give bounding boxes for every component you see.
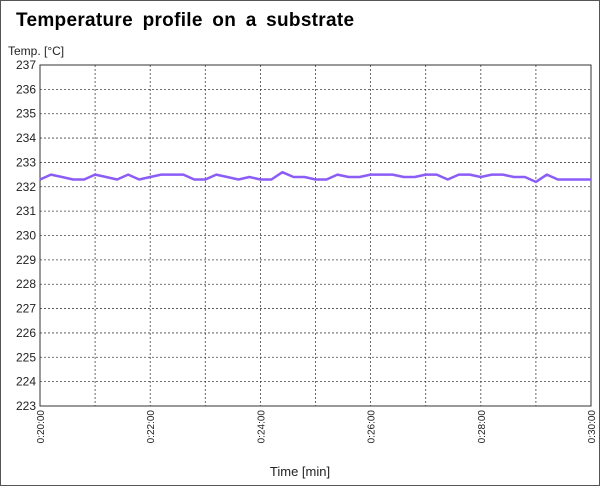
y-axis-label: Temp. [°C] bbox=[8, 44, 65, 58]
y-tick-label: 236 bbox=[16, 82, 36, 96]
y-tick-label: 233 bbox=[16, 155, 36, 169]
x-tick-label: 0:26:00 bbox=[367, 410, 378, 444]
x-tick-label: 0:22:00 bbox=[146, 410, 157, 444]
y-tick-label: 225 bbox=[16, 350, 36, 364]
y-tick-label: 230 bbox=[16, 229, 36, 243]
y-tick-label: 232 bbox=[16, 180, 36, 194]
temperature-series-line bbox=[39, 170, 591, 184]
x-tick-label: 0:28:00 bbox=[477, 410, 488, 444]
x-axis-label: Time [min] bbox=[269, 464, 331, 479]
y-tick-label: 237 bbox=[16, 58, 36, 72]
chart-title: Temperature profile on a substrate bbox=[16, 10, 355, 31]
y-tick-label: 231 bbox=[16, 204, 36, 218]
plot-border bbox=[39, 64, 592, 407]
y-tick-label: 235 bbox=[16, 107, 36, 121]
y-tick-label: 228 bbox=[16, 277, 36, 291]
y-tick-label: 223 bbox=[16, 399, 36, 413]
y-tick-label: 234 bbox=[16, 131, 36, 145]
x-tick-label: 0:20:00 bbox=[36, 410, 47, 444]
y-tick-label: 224 bbox=[16, 375, 36, 389]
y-tick-label: 227 bbox=[16, 302, 36, 316]
y-tick-label: 226 bbox=[16, 326, 36, 340]
x-tick-label: 0:30:00 bbox=[587, 410, 598, 444]
x-tick-label: 0:24:00 bbox=[256, 410, 267, 444]
y-tick-label: 229 bbox=[16, 253, 36, 267]
